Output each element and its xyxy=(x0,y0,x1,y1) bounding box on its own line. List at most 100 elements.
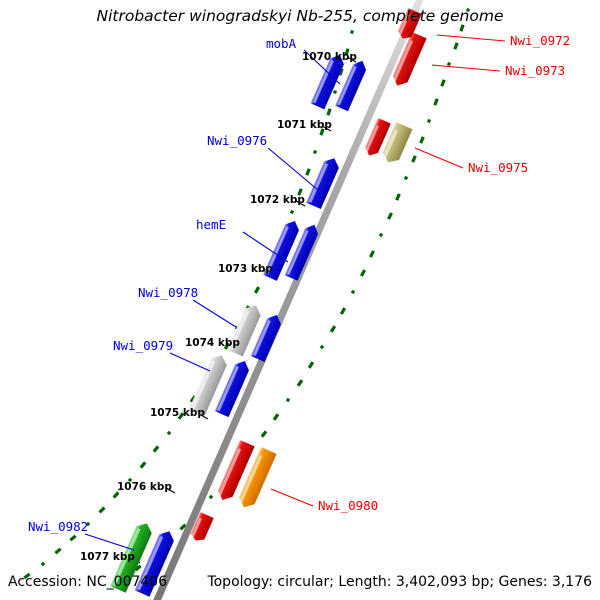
gene-block-body[interactable] xyxy=(215,440,255,503)
gc-skew-dash xyxy=(326,108,332,116)
backbone-strand[interactable] xyxy=(151,0,428,600)
gene-block-body[interactable] xyxy=(189,512,214,544)
gene-label-nwi_0980[interactable]: Nwi_0980 xyxy=(318,498,378,513)
gc-skew-dash xyxy=(134,564,142,572)
gene-label-nwi_0979[interactable]: Nwi_0979 xyxy=(113,338,173,353)
gc-skew-dash xyxy=(426,118,432,124)
scale-tick-label: 1073 kbp xyxy=(218,263,273,275)
leader-line xyxy=(84,533,135,551)
gene-block[interactable] xyxy=(310,52,347,110)
gene-block[interactable] xyxy=(250,312,284,362)
gc-skew-dash xyxy=(152,445,160,453)
gc-skew-dash xyxy=(359,269,367,277)
genome-backbone[interactable] xyxy=(151,0,428,600)
gc-skew-dash xyxy=(179,523,187,531)
gc-skew-dash xyxy=(166,430,172,436)
gene-block-body[interactable] xyxy=(236,447,277,511)
gene-block-body[interactable] xyxy=(110,520,154,593)
gc-skew-dash xyxy=(285,397,291,403)
gene-block-body[interactable] xyxy=(335,58,369,112)
gc-skew-dash xyxy=(433,98,439,106)
gene-block[interactable] xyxy=(236,447,277,511)
scale-tick-mark xyxy=(165,487,176,494)
gene-block-highlight xyxy=(365,125,380,153)
gene-block-highlight xyxy=(392,40,414,83)
gc-skew-dash xyxy=(319,344,325,350)
gene-label-nwi_0973[interactable]: Nwi_0973 xyxy=(505,63,565,78)
leader-line xyxy=(192,299,237,328)
gene-block-body[interactable] xyxy=(310,52,347,110)
gene-block[interactable] xyxy=(390,32,427,89)
gene-label-nwi_0982[interactable]: Nwi_0982 xyxy=(28,519,88,534)
gene-block[interactable] xyxy=(189,352,229,416)
gene-block[interactable] xyxy=(335,58,369,112)
gene-label-moba[interactable]: mobA xyxy=(266,36,297,51)
leader-line xyxy=(270,488,314,507)
gene-block[interactable] xyxy=(227,302,263,357)
gene-block-highlight xyxy=(308,163,329,203)
gene-block-highlight xyxy=(191,517,202,538)
scale-tick-label: 1074 kbp xyxy=(185,337,240,349)
gene-block[interactable] xyxy=(110,520,154,593)
gene-block-body[interactable] xyxy=(134,528,177,597)
gene-block-body[interactable] xyxy=(263,218,302,281)
gc-skew-dash xyxy=(253,286,261,294)
gene-block-body[interactable] xyxy=(214,358,252,418)
gene-label-nwi_0976[interactable]: Nwi_0976 xyxy=(207,133,267,148)
gc-skew-dash xyxy=(272,413,280,421)
gc-skew-dash xyxy=(395,193,401,201)
gc-skew-dash xyxy=(329,325,337,333)
gene-block-highlight xyxy=(238,455,263,505)
gc-skew-dash xyxy=(85,521,91,527)
gc-skew-dash xyxy=(127,477,133,483)
gene-block[interactable] xyxy=(134,528,177,597)
gene-block[interactable] xyxy=(363,118,391,158)
gene-block[interactable] xyxy=(263,218,302,281)
gc-skew-dash xyxy=(307,361,315,369)
gene-block[interactable] xyxy=(215,440,255,503)
gc-skew-arc-inner xyxy=(23,30,354,580)
gene-block-highlight xyxy=(382,129,398,159)
gene-block[interactable] xyxy=(214,358,252,418)
gene-block-body[interactable] xyxy=(396,8,422,41)
gene-block-body[interactable] xyxy=(390,32,427,89)
gc-skew-dash xyxy=(465,7,471,13)
leader-line xyxy=(303,49,341,85)
scale-tick-mark xyxy=(198,413,209,420)
gc-skew-dash xyxy=(369,250,375,258)
gc-skew-dash xyxy=(350,30,354,34)
leader-line xyxy=(436,34,506,42)
genome-stats-label: Topology: circular; Length: 3,402,093 bp… xyxy=(206,574,592,590)
gene-block-body[interactable] xyxy=(306,155,341,210)
gene-label-nwi_0975[interactable]: Nwi_0975 xyxy=(468,160,528,175)
gene-block-body[interactable] xyxy=(284,222,321,281)
scale-tick-mark xyxy=(295,200,306,207)
gene-block-body[interactable] xyxy=(189,352,229,416)
gc-skew-dash xyxy=(289,209,295,215)
gene-block[interactable] xyxy=(380,122,413,166)
gc-skew-dash xyxy=(378,232,384,238)
gene-block-body[interactable] xyxy=(227,302,263,357)
gene-block[interactable] xyxy=(306,155,341,210)
gc-skew-dash xyxy=(69,534,77,542)
gene-block[interactable] xyxy=(189,512,214,544)
gene-block[interactable] xyxy=(396,8,422,41)
gene-block-highlight xyxy=(313,60,334,104)
gene-block-body[interactable] xyxy=(380,122,413,166)
gc-skew-dash xyxy=(98,506,106,514)
gene-block[interactable] xyxy=(284,222,321,281)
gc-skew-dash xyxy=(403,175,409,181)
gene-label-nwi_0972[interactable]: Nwi_0972 xyxy=(510,33,570,48)
gc-skew-dash xyxy=(411,155,417,163)
page-title: Nitrobacter winogradskyi Nb-255, complet… xyxy=(96,7,503,25)
gene-block-body[interactable] xyxy=(250,312,284,362)
gc-skew-dash xyxy=(223,342,231,350)
gene-block-body[interactable] xyxy=(363,118,391,158)
gene-label-nwi_0978[interactable]: Nwi_0978 xyxy=(138,285,198,300)
gene-label-heme[interactable]: hemE xyxy=(196,217,226,232)
leader-line xyxy=(267,147,319,191)
gc-skew-dash xyxy=(208,494,214,500)
gene-name-labels[interactable]: mobA Nwi_0972 Nwi_0973 Nwi_0975 Nwi_0976 hemE… xyxy=(28,33,570,534)
gene-features[interactable] xyxy=(110,8,427,597)
